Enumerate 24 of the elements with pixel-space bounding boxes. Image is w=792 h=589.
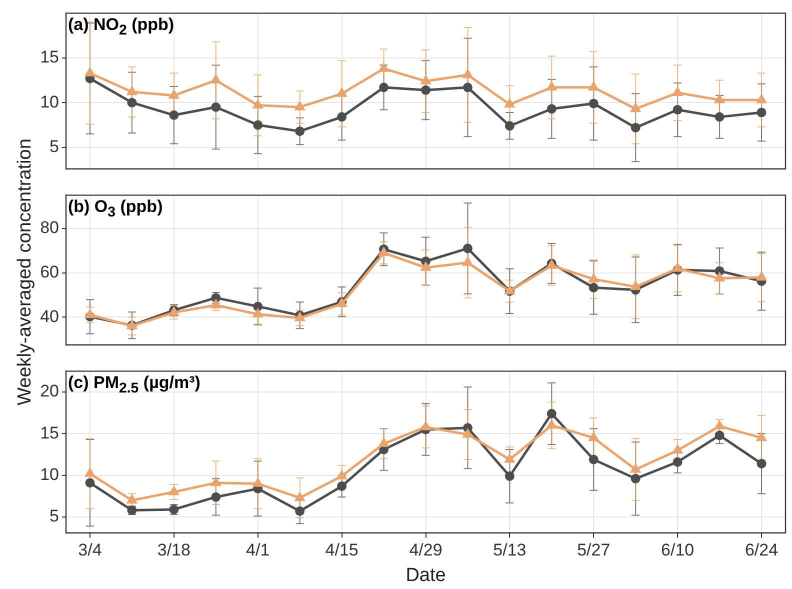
x-tick-label: 3/18 (157, 540, 190, 560)
y-axis-title: Weekly-averaged concentration (14, 138, 36, 406)
x-tick-label: 3/4 (78, 540, 102, 560)
y-tick-label: 10 (40, 92, 59, 112)
y-tick-label: 5 (50, 506, 59, 526)
chart-title: (c) PM$_{2.5}$ (µg/m³) (68, 373, 200, 397)
y-tick-label: 15 (40, 423, 59, 442)
x-tick-label: 6/24 (744, 540, 778, 560)
y-tick-label: 15 (40, 48, 59, 67)
x-axis-title: Date (406, 564, 446, 586)
x-tick-label: 5/27 (577, 540, 610, 560)
chart-title: (a) NO$_{2}$ (ppb) (68, 15, 174, 39)
y-tick-label: 20 (40, 382, 59, 401)
y-tick-label: 40 (40, 306, 59, 326)
x-tick-label: 4/1 (246, 540, 270, 560)
x-tick-label: 6/10 (661, 540, 694, 560)
y-tick-label: 80 (40, 218, 59, 238)
chart-title: (b) O$_{3}$ (ppb) (68, 197, 163, 221)
x-tick-label: 4/15 (325, 540, 358, 560)
x-tick-label: 4/29 (409, 540, 442, 560)
y-tick-label: 5 (50, 137, 59, 156)
y-tick-label: 10 (40, 465, 59, 484)
y-tick-label: 60 (40, 262, 59, 282)
x-tick-label: 5/13 (493, 540, 526, 560)
